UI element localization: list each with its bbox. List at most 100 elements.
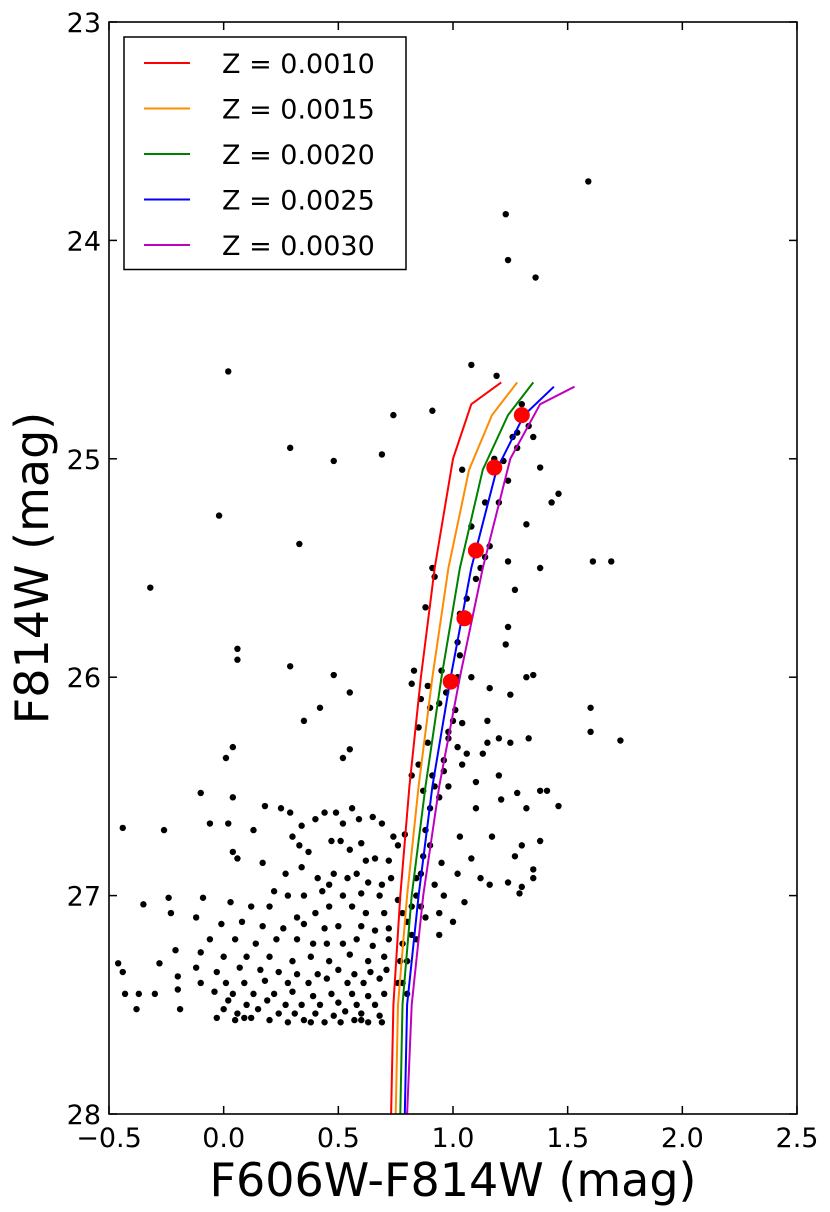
scatter-point: [472, 575, 480, 583]
x-tick-label: 1.0: [432, 1123, 475, 1154]
scatter-point: [335, 999, 342, 1006]
scatter-point: [488, 833, 496, 840]
scatter-point: [463, 750, 470, 757]
red-marker: [513, 407, 530, 424]
scatter-point: [332, 809, 340, 816]
scatter-point: [608, 558, 615, 565]
scatter-point: [536, 564, 544, 572]
scatter-point: [436, 909, 443, 917]
scatter-point: [241, 979, 248, 987]
y-axis-label: F814W (mag): [5, 412, 59, 724]
scatter-point: [477, 874, 484, 882]
scatter-point: [234, 656, 241, 663]
scatter-point: [495, 735, 503, 742]
y-tick-label: 23: [67, 8, 101, 39]
scatter-point: [140, 901, 147, 908]
scatter-point: [376, 1012, 383, 1019]
scatter-point: [234, 645, 241, 653]
scatter-point: [367, 968, 374, 976]
scatter-point: [456, 833, 464, 840]
scatter-point: [270, 888, 278, 895]
scatter-point: [364, 1019, 372, 1026]
scatter-point: [339, 892, 347, 899]
scatter-point: [344, 874, 351, 882]
scatter-point: [298, 1001, 305, 1008]
scatter-point: [362, 909, 370, 917]
scatter-point: [300, 1016, 308, 1024]
scatter-point: [555, 802, 562, 810]
scatter-point: [424, 739, 431, 746]
scatter-point: [282, 1001, 289, 1008]
scatter-point: [293, 914, 301, 921]
scatter-point: [385, 936, 392, 943]
scatter-point: [307, 1019, 315, 1026]
scatter-point: [229, 848, 237, 856]
scatter-point: [312, 815, 319, 823]
scatter-point: [133, 1005, 140, 1013]
scatter-point: [291, 1010, 298, 1017]
scatter-point: [227, 898, 234, 906]
scatter-point: [174, 973, 181, 980]
scatter-point: [321, 1019, 328, 1026]
scatter-point: [518, 883, 525, 891]
scatter-point: [532, 274, 539, 281]
scatter-point: [339, 754, 347, 762]
scatter-point: [383, 966, 390, 974]
scatter-point: [514, 789, 521, 797]
scatter-point: [259, 922, 266, 930]
scatter-point: [358, 1016, 365, 1024]
scatter-point: [360, 979, 367, 987]
scatter-point: [121, 990, 129, 998]
scatter-point: [378, 451, 386, 458]
scatter-point: [275, 1010, 282, 1017]
scatter-point: [530, 866, 537, 873]
red-marker: [456, 610, 473, 627]
scatter-point: [270, 990, 278, 998]
scatter-point: [339, 940, 347, 947]
scatter-point: [167, 909, 175, 917]
scatter-point: [339, 820, 347, 827]
red-marker: [486, 459, 503, 476]
x-tick-label: 2.5: [776, 1123, 819, 1154]
scatter-point: [530, 671, 537, 679]
scatter-point: [206, 936, 214, 943]
scatter-point: [348, 990, 356, 998]
scatter-point: [174, 986, 181, 993]
scatter-point: [369, 813, 376, 821]
scatter-point: [458, 719, 466, 727]
scatter-point: [135, 990, 143, 998]
scatter-point: [277, 805, 285, 812]
scatter-point: [305, 979, 312, 987]
scatter-point: [587, 728, 594, 735]
scatter-point: [192, 964, 200, 971]
scatter-point: [321, 925, 328, 932]
scatter-point: [335, 922, 342, 930]
scatter-point: [422, 914, 429, 921]
scatter-point: [316, 1001, 324, 1008]
scatter-point: [286, 809, 294, 816]
scatter-point: [415, 724, 422, 731]
x-tick-label: 0.0: [202, 1123, 245, 1154]
scatter-point: [218, 920, 225, 928]
scatter-point: [156, 960, 163, 967]
scatter-point: [211, 988, 218, 995]
scatter-point: [151, 990, 159, 998]
scatter-point: [337, 1019, 344, 1026]
scatter-point: [536, 837, 544, 845]
scatter-point: [445, 783, 452, 790]
scatter-point: [346, 689, 353, 696]
scatter-point: [192, 914, 200, 921]
scatter-point: [458, 761, 466, 768]
scatter-point: [371, 1001, 379, 1008]
scatter-point: [472, 805, 480, 812]
scatter-point: [266, 1016, 273, 1024]
scatter-point: [504, 623, 512, 631]
scatter-point: [378, 820, 386, 827]
scatter-point: [346, 951, 353, 958]
scatter-point: [213, 968, 220, 976]
scatter-point: [342, 1008, 349, 1015]
scatter-point: [484, 739, 491, 746]
scatter-point: [215, 512, 223, 519]
x-axis-ticks: −0.5 0.0 0.5 1.0 1.5 2.0 2.5: [76, 22, 818, 1154]
legend-label: Z = 0.0015: [222, 95, 375, 126]
